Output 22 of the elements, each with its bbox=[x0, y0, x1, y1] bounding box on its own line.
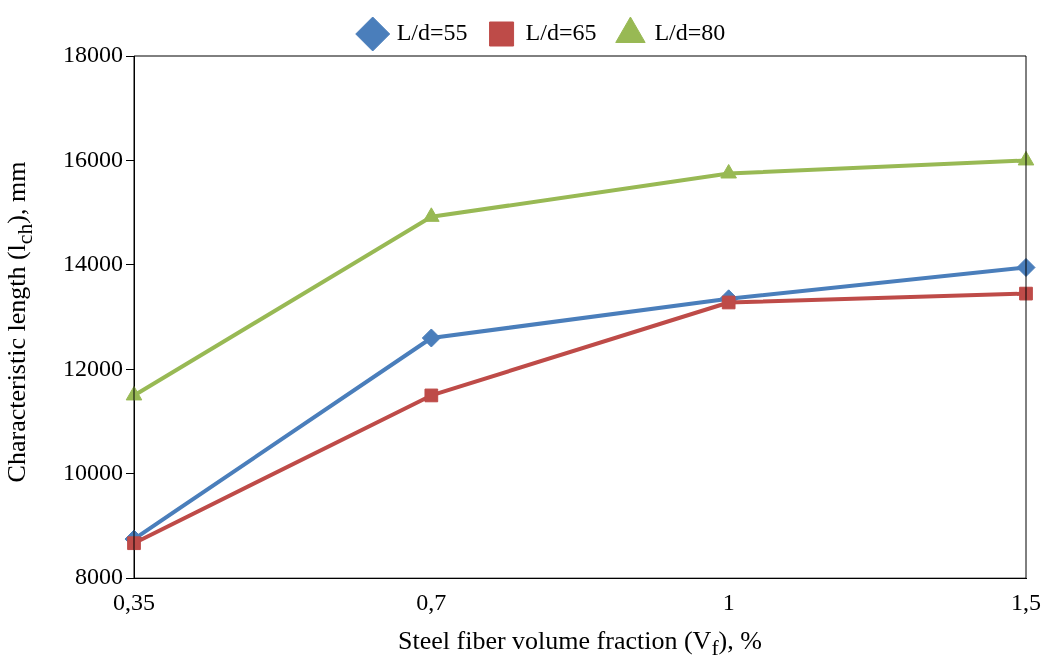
x-tick-label: 0,7 bbox=[416, 588, 447, 615]
x-axis-title: Steel fiber volume fraction (V$_{f}$), % bbox=[397, 626, 763, 662]
point bbox=[1017, 150, 1035, 166]
point bbox=[423, 207, 440, 222]
point bbox=[720, 164, 737, 179]
legend-label: L/d=80 bbox=[654, 19, 726, 46]
y-tick-label: 16000 bbox=[63, 145, 123, 172]
point bbox=[1019, 286, 1033, 301]
y-tick-label: 8000 bbox=[75, 563, 123, 590]
legend-label: L/d=55 bbox=[396, 19, 468, 46]
x-tick-label: 1,5 bbox=[1011, 588, 1041, 615]
point bbox=[721, 295, 736, 310]
point bbox=[127, 536, 141, 551]
y-tick-label: 12000 bbox=[63, 354, 123, 381]
x-tick-label: 0,35 bbox=[113, 588, 155, 615]
point bbox=[421, 328, 441, 348]
legend-label: L/d=65 bbox=[525, 19, 597, 46]
point bbox=[424, 388, 439, 403]
y-tick-label: 10000 bbox=[63, 459, 123, 486]
x-tick-label: 1 bbox=[722, 588, 735, 615]
y-tick-label: 18000 bbox=[63, 41, 123, 68]
y-tick-label: 14000 bbox=[63, 250, 123, 277]
